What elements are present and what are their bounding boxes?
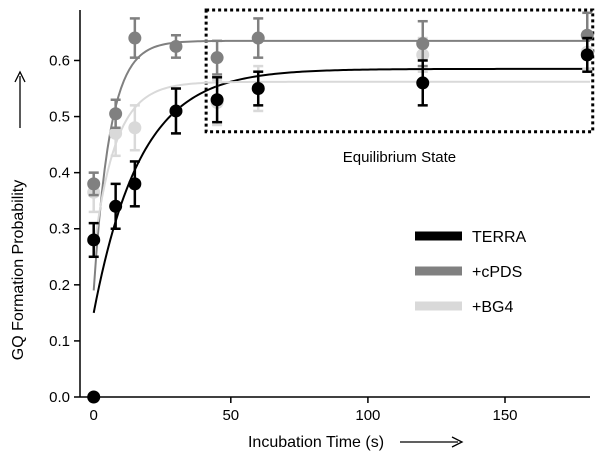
x-axis-arrow [400, 436, 464, 448]
y-tick-label: 0.1 [49, 333, 70, 350]
x-axis-label: Incubation Time (s) [248, 434, 384, 451]
x-tick-label: 50 [222, 407, 239, 424]
equilibrium-state-label: Equilibrium State [343, 149, 456, 166]
x-tick-label: 0 [90, 407, 98, 424]
data-point-cpds [416, 37, 430, 51]
y-tick-label: 0.6 [49, 52, 70, 69]
y-tick-label: 0.3 [49, 221, 70, 238]
data-point-cpds [251, 31, 265, 45]
data-point-terra [416, 76, 430, 90]
x-tick-label: 150 [492, 407, 517, 424]
legend-label-cpds: +cPDS [472, 264, 522, 281]
y-tick-label: 0.2 [49, 277, 70, 294]
y-axis-arrow [14, 70, 26, 128]
equilibrium-state-box [204, 8, 595, 134]
fit-curve-bg4 [92, 80, 590, 252]
legend: TERRA +cPDS +BG4 [415, 229, 527, 316]
series-terra [87, 36, 594, 404]
y-tick-label: 0.5 [49, 109, 70, 126]
y-tick-label: 0.0 [49, 389, 70, 406]
x-tick-label: 100 [355, 407, 380, 424]
legend-label-bg4: +BG4 [472, 299, 513, 316]
data-point-cpds [169, 39, 183, 53]
data-point-cpds [87, 177, 101, 191]
data-point-terra [128, 177, 142, 191]
data-point-cpds [128, 31, 142, 45]
y-tick-label: 0.4 [49, 165, 70, 182]
data-point-terra [109, 199, 123, 213]
data-point-terra [210, 93, 224, 107]
data-point-terra [87, 233, 101, 247]
data-point-bg4 [128, 121, 142, 135]
data-point-cpds [109, 107, 123, 121]
y-axis-label: GQ Formation Probability [10, 180, 27, 361]
data-point-terra [251, 82, 265, 96]
legend-label-terra: TERRA [472, 229, 527, 246]
data-point-terra [580, 48, 594, 62]
data-point-cpds [210, 51, 224, 65]
data-point-terra [169, 104, 183, 118]
data-point-bg4 [109, 126, 123, 140]
